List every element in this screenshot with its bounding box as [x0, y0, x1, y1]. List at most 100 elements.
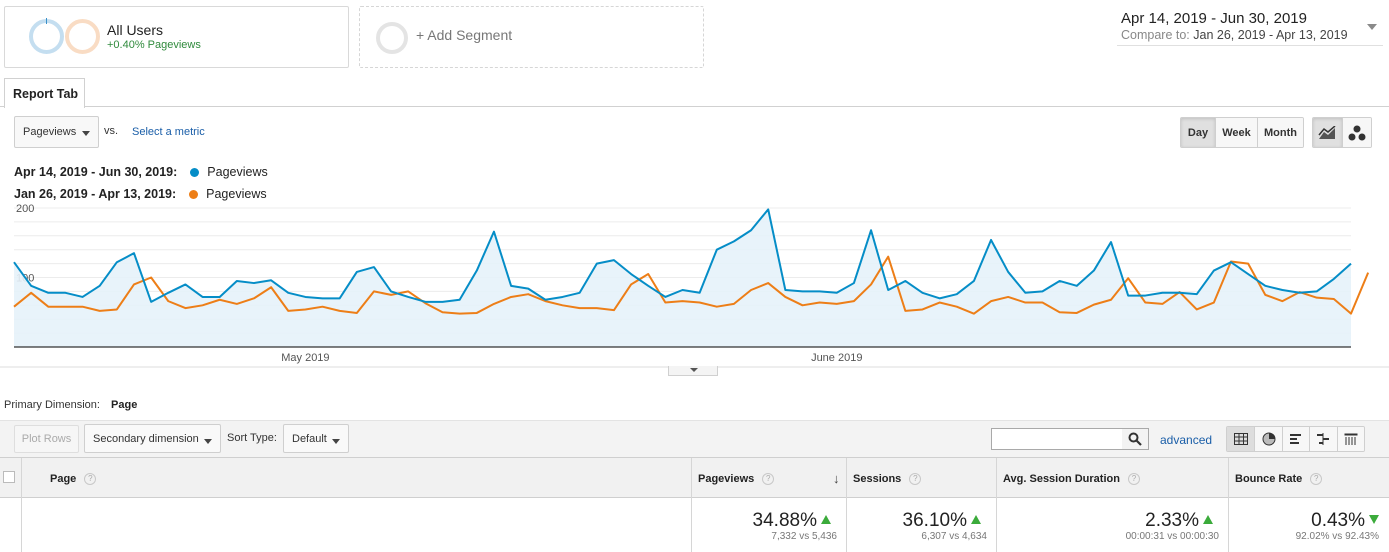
- add-segment-label: + Add Segment: [416, 27, 513, 43]
- summary-avg-duration-cell: 2.33% 00:00:31 vs 00:00:30: [996, 498, 1229, 552]
- summary-sessions-pct: 36.10%: [903, 510, 981, 532]
- summary-sessions-cell: 36.10% 6,307 vs 4,634: [846, 498, 997, 552]
- summary-avg-duration-pct: 2.33%: [1145, 510, 1213, 532]
- summary-sessions-value: 36.10%: [902, 510, 967, 531]
- summary-bounce-rate-pct: 0.43%: [1311, 510, 1379, 532]
- motion-chart-icon: [1348, 125, 1366, 140]
- metric-select-label: Pageviews: [23, 126, 77, 138]
- column-header-pageviews[interactable]: Pageviews?: [691, 458, 847, 498]
- dropdown-caret-icon: [82, 131, 90, 136]
- sort-type-select[interactable]: Default: [283, 424, 349, 453]
- pivot-table-icon: [1344, 433, 1358, 445]
- line-chart-button[interactable]: [1313, 118, 1342, 147]
- chevron-down-icon[interactable]: [1367, 24, 1377, 30]
- tab-divider: [0, 106, 1389, 107]
- segment-all-users[interactable]: All Users +0.40% Pageviews: [4, 6, 349, 68]
- comparison-view-button[interactable]: [1309, 427, 1337, 451]
- legend-compare: Jan 26, 2019 - Apr 13, 2019: Pageviews: [14, 187, 267, 201]
- month-button[interactable]: Month: [1257, 118, 1303, 147]
- advanced-filter-link[interactable]: advanced: [1160, 433, 1213, 447]
- select-all-checkbox[interactable]: [3, 471, 15, 483]
- performance-view-button[interactable]: [1281, 427, 1310, 451]
- column-header-avg-session-duration[interactable]: Avg. Session Duration?: [996, 458, 1229, 498]
- y-tick-label: 200: [16, 203, 34, 215]
- date-range-picker[interactable]: Apr 14, 2019 - Jun 30, 2019 Compare to: …: [1117, 6, 1383, 46]
- comparison-icon: [1317, 433, 1330, 445]
- sort-type-label: Sort Type:: [227, 432, 277, 444]
- segment-title: All Users: [107, 22, 164, 38]
- arrow-up-icon: [971, 515, 981, 524]
- primary-dimension: Primary Dimension: Page: [4, 399, 137, 411]
- search-icon: [1128, 432, 1142, 446]
- legend-current-metric: Pageviews: [207, 165, 268, 179]
- week-button[interactable]: Week: [1215, 118, 1257, 147]
- column-header-bounce-rate-label: Bounce Rate: [1235, 473, 1303, 485]
- secondary-dimension-select[interactable]: Secondary dimension: [84, 424, 221, 453]
- legend-current: Apr 14, 2019 - Jun 30, 2019: Pageviews: [14, 165, 268, 179]
- legend-current-range: Apr 14, 2019 - Jun 30, 2019:: [14, 165, 178, 179]
- segment-donut-blue-icon: [29, 18, 64, 54]
- legend-current-dot: [190, 167, 200, 177]
- dropdown-caret-icon: [204, 439, 212, 444]
- series-line-current: [13, 208, 1352, 303]
- summary-avg-duration-value: 2.33%: [1145, 510, 1199, 531]
- summary-pageviews-cell: 34.88% 7,332 vs 5,436: [691, 498, 847, 552]
- x-tick-label: May 2019: [281, 352, 329, 364]
- date-range-compare: Compare to: Jan 26, 2019 - Apr 13, 2019: [1121, 28, 1348, 42]
- metric-select[interactable]: Pageviews: [14, 116, 99, 148]
- data-view-button[interactable]: [1227, 427, 1255, 451]
- column-header-sessions[interactable]: Sessions?: [846, 458, 997, 498]
- table-view-toggle: [1226, 426, 1365, 452]
- summary-page-cell: [21, 498, 691, 552]
- legend-compare-dot: [189, 189, 199, 199]
- arrow-up-icon: [1203, 515, 1213, 524]
- column-header-pageviews-label: Pageviews: [698, 473, 755, 485]
- help-icon[interactable]: ?: [1127, 473, 1140, 485]
- chart-collapse-handle[interactable]: [668, 366, 718, 376]
- sort-descending-icon[interactable]: ↓: [833, 471, 840, 486]
- add-segment-button[interactable]: + Add Segment: [359, 6, 704, 68]
- summary-bounce-rate-cell: 0.43% 92.02% vs 92.43%: [1228, 498, 1389, 552]
- empty-segment-circle-icon: [376, 22, 408, 54]
- help-icon[interactable]: ?: [1310, 473, 1323, 485]
- select-metric-link[interactable]: Select a metric: [132, 126, 205, 138]
- legend-compare-range: Jan 26, 2019 - Apr 13, 2019:: [14, 187, 177, 201]
- arrow-down-icon: [1369, 515, 1379, 524]
- primary-dimension-page[interactable]: Page: [111, 399, 138, 411]
- pivot-view-button[interactable]: [1336, 427, 1364, 451]
- help-icon[interactable]: ?: [762, 473, 775, 485]
- help-icon[interactable]: ?: [909, 473, 922, 485]
- x-tick-label: June 2019: [811, 352, 862, 364]
- column-header-page-label: Page: [50, 473, 77, 485]
- secondary-dimension-label: Secondary dimension: [93, 433, 199, 445]
- summary-bounce-rate-detail: 92.02% vs 92.43%: [1295, 531, 1379, 542]
- motion-chart-button[interactable]: [1341, 118, 1371, 147]
- plot-rows-button[interactable]: Plot Rows: [14, 425, 79, 453]
- line-chart-icon: [1318, 125, 1336, 139]
- pie-chart-icon: [1262, 432, 1276, 446]
- summary-pageviews-value: 34.88%: [752, 510, 817, 531]
- tab-report[interactable]: Report Tab: [4, 78, 85, 108]
- segment-donut-orange-icon: [65, 19, 100, 54]
- compare-label: Compare to:: [1121, 28, 1190, 42]
- percentage-view-button[interactable]: [1254, 427, 1282, 451]
- chart-type-toggle: [1312, 117, 1372, 148]
- search-button[interactable]: [1122, 428, 1149, 450]
- summary-pageviews-detail: 7,332 vs 5,436: [771, 531, 837, 542]
- day-button[interactable]: Day: [1181, 118, 1215, 147]
- dropdown-caret-icon: [332, 439, 340, 444]
- column-header-page[interactable]: Page?: [21, 458, 691, 498]
- bar-list-icon: [1289, 434, 1301, 444]
- help-icon[interactable]: ?: [84, 473, 97, 485]
- table-header-row: [0, 458, 1389, 498]
- arrow-up-icon: [821, 515, 831, 524]
- table-search-input[interactable]: [991, 428, 1123, 450]
- table-toolbar: [0, 420, 1389, 458]
- summary-sessions-detail: 6,307 vs 4,634: [921, 531, 987, 542]
- column-header-bounce-rate[interactable]: Bounce Rate?: [1228, 458, 1389, 498]
- compare-value: Jan 26, 2019 - Apr 13, 2019: [1193, 28, 1348, 42]
- vs-label: vs.: [104, 125, 119, 137]
- summary-pageviews-pct: 34.88%: [753, 510, 831, 532]
- series-area: [14, 209, 1351, 347]
